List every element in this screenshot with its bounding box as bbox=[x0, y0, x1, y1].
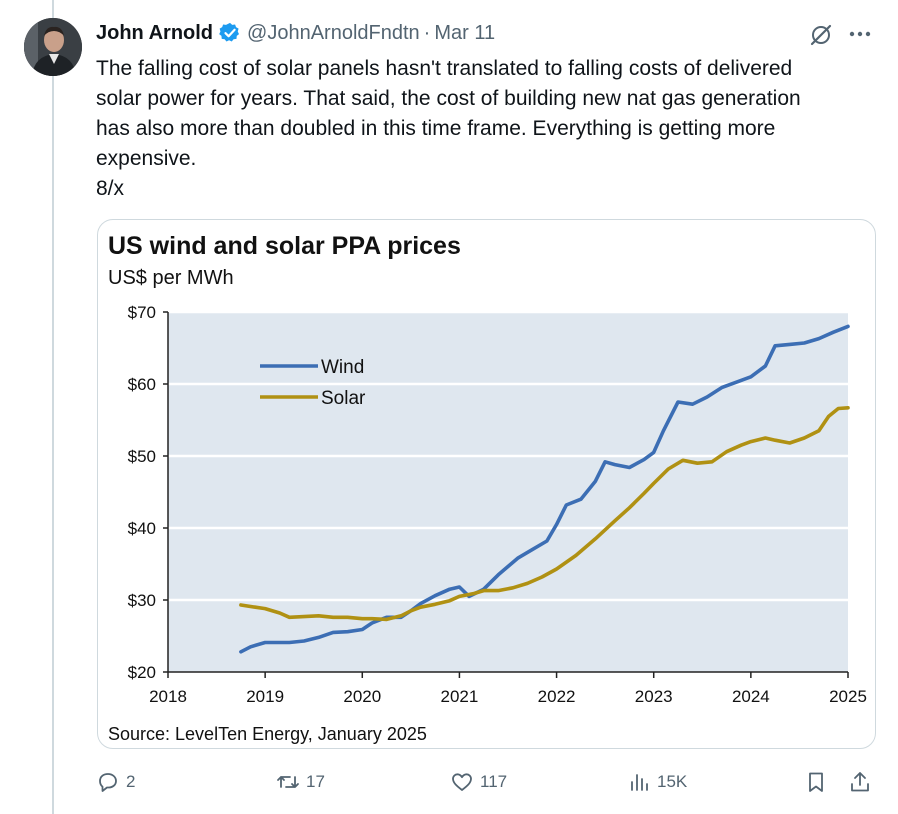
reply-button[interactable]: 2 bbox=[96, 766, 135, 798]
share-icon bbox=[851, 772, 869, 792]
tweet-text-line: has also more than doubled in this time … bbox=[96, 117, 776, 140]
repost-icon bbox=[277, 776, 299, 788]
views-chart-icon bbox=[631, 774, 648, 791]
share-button[interactable] bbox=[848, 766, 872, 798]
tweet-text-line: The falling cost of solar panels hasn't … bbox=[96, 57, 793, 80]
x-tick-label: 2021 bbox=[441, 687, 479, 706]
chart-subtitle: US$ per MWh bbox=[108, 267, 234, 289]
x-tick-label: 2025 bbox=[829, 687, 867, 706]
bookmark-button[interactable] bbox=[804, 766, 828, 798]
chart-svg: US wind and solar PPA prices US$ per MWh… bbox=[108, 232, 867, 744]
tweet-actions: 2 17 117 15K bbox=[96, 766, 876, 798]
series-line-wind bbox=[239, 324, 850, 654]
grok-icon[interactable] bbox=[808, 22, 834, 48]
x-tick-label: 2019 bbox=[246, 687, 284, 706]
tweet-text: The falling cost of solar panels hasn't … bbox=[96, 54, 886, 204]
repost-count: 17 bbox=[306, 772, 325, 791]
tweet-text-line: solar power for years. That said, the co… bbox=[96, 87, 801, 110]
like-button[interactable]: 117 bbox=[450, 766, 507, 798]
legend-label-wind: Wind bbox=[321, 357, 364, 378]
y-tick-label: $30 bbox=[128, 591, 156, 610]
x-tick-label: 2020 bbox=[343, 687, 381, 706]
chart-source: Source: LevelTen Energy, January 2025 bbox=[108, 724, 427, 744]
x-tick-label: 2024 bbox=[732, 687, 770, 706]
like-count: 117 bbox=[480, 772, 508, 791]
author-name[interactable]: John Arnold bbox=[96, 21, 214, 44]
heart-icon bbox=[452, 773, 472, 791]
repost-button[interactable]: 17 bbox=[276, 766, 325, 798]
x-tick-label: 2023 bbox=[635, 687, 673, 706]
y-tick-label: $70 bbox=[128, 303, 156, 322]
series-line-solar bbox=[239, 406, 850, 622]
y-tick-label: $60 bbox=[128, 375, 156, 394]
y-tick-label: $50 bbox=[128, 447, 156, 466]
separator-dot: · bbox=[423, 21, 431, 44]
tweet-text-line: expensive. bbox=[96, 147, 197, 170]
avatar[interactable] bbox=[24, 18, 82, 76]
more-options-icon[interactable] bbox=[846, 22, 874, 46]
tweet-date[interactable]: Mar 11 bbox=[434, 21, 496, 44]
author-handle[interactable]: @JohnArnoldFndtn bbox=[247, 21, 420, 44]
reply-icon bbox=[99, 773, 117, 792]
x-tick-label: 2018 bbox=[149, 687, 187, 706]
y-tick-label: $20 bbox=[128, 663, 156, 682]
thread-marker: 8/x bbox=[96, 177, 125, 200]
chart-image[interactable]: US wind and solar PPA prices US$ per MWh… bbox=[97, 219, 876, 749]
views-count: 15K bbox=[657, 772, 688, 791]
verified-badge-icon bbox=[219, 22, 241, 44]
legend-label-solar: Solar bbox=[321, 388, 366, 409]
tweet-header: John Arnold @JohnArnoldFndtn · Mar 11 bbox=[96, 20, 495, 46]
reply-count: 2 bbox=[126, 772, 136, 791]
x-tick-label: 2022 bbox=[538, 687, 576, 706]
y-tick-label: $40 bbox=[128, 519, 156, 538]
views-button[interactable]: 15K bbox=[627, 766, 687, 798]
thread-line bbox=[52, 0, 54, 814]
chart-title: US wind and solar PPA prices bbox=[108, 232, 461, 260]
bookmark-icon bbox=[809, 772, 823, 792]
